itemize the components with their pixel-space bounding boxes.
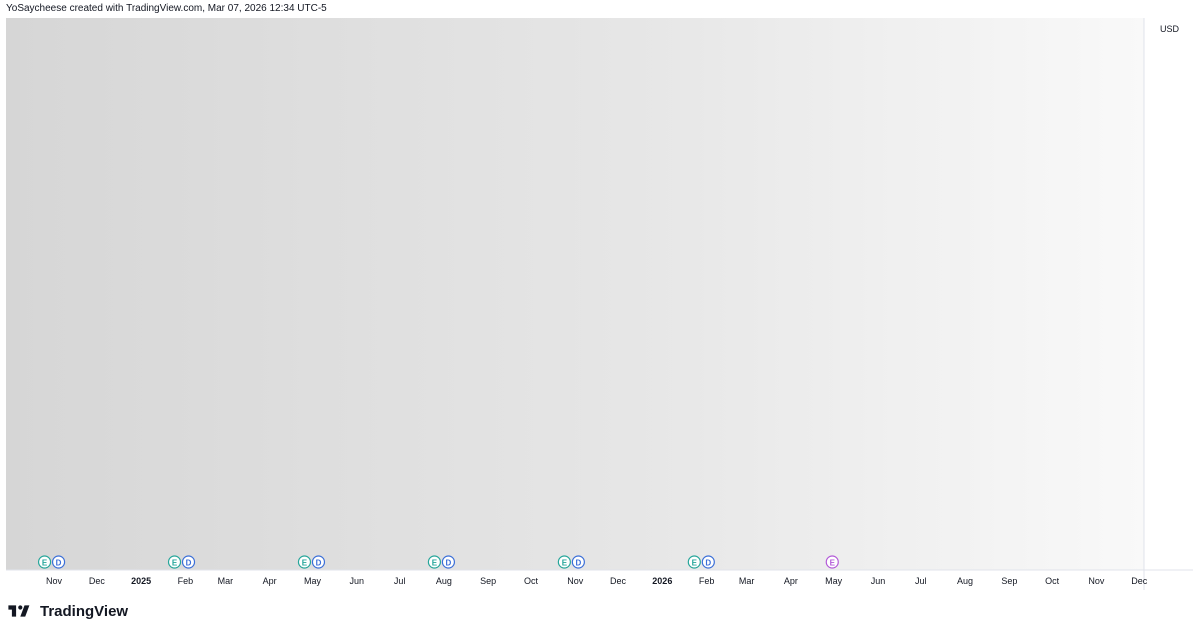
x-tick-label: May bbox=[825, 576, 843, 586]
marker-letter: E bbox=[172, 559, 178, 568]
x-tick-label: Dec bbox=[1131, 576, 1148, 586]
marker-letter: E bbox=[432, 559, 438, 568]
dividend-marker-icon[interactable] bbox=[701, 555, 715, 569]
marker-letter: D bbox=[316, 559, 322, 568]
x-tick-label: Mar bbox=[739, 576, 755, 586]
x-tick-label: Sep bbox=[480, 576, 496, 586]
plot-background bbox=[6, 18, 1144, 570]
tradingview-logo-icon bbox=[8, 605, 30, 617]
marker-letter: E bbox=[42, 559, 48, 568]
marker-letter: E bbox=[562, 559, 568, 568]
x-tick-label: Dec bbox=[610, 576, 627, 586]
x-tick-label: Jul bbox=[394, 576, 406, 586]
x-tick-label: Oct bbox=[1045, 576, 1060, 586]
x-tick-label: Mar bbox=[218, 576, 234, 586]
x-tick-label: Nov bbox=[567, 576, 584, 586]
earnings-marker-icon[interactable] bbox=[297, 555, 312, 569]
marker-letter: E bbox=[302, 559, 308, 568]
earnings-marker-icon[interactable] bbox=[37, 555, 52, 569]
x-tick-label: Jul bbox=[915, 576, 927, 586]
price-chart[interactable]: Whoops 2 (295.56)1.786 (285.49)1.7 (281.… bbox=[6, 18, 1193, 590]
marker-letter: D bbox=[446, 559, 452, 568]
earnings-marker-icon[interactable] bbox=[825, 555, 839, 569]
x-tick-label: Aug bbox=[436, 576, 452, 586]
earnings-marker-icon[interactable] bbox=[167, 555, 182, 569]
x-tick-label: 2026 bbox=[652, 576, 672, 586]
marker-letter: D bbox=[705, 559, 711, 568]
x-tick-label: Feb bbox=[699, 576, 715, 586]
x-tick-label: Apr bbox=[263, 576, 277, 586]
x-tick-label: Apr bbox=[784, 576, 798, 586]
marker-letter: E bbox=[692, 559, 698, 568]
x-tick-label: Oct bbox=[524, 576, 539, 586]
dividend-marker-icon[interactable] bbox=[311, 555, 326, 569]
chart-svg[interactable]: Whoops 2 (295.56)1.786 (285.49)1.7 (281.… bbox=[6, 18, 1193, 590]
dividend-marker-icon[interactable] bbox=[441, 555, 456, 569]
x-tick-label: Nov bbox=[46, 576, 63, 586]
x-tick-label: Jun bbox=[349, 576, 364, 586]
marker-letter: D bbox=[575, 559, 581, 568]
x-tick-label: Feb bbox=[178, 576, 194, 586]
chart-credit-header: YoSaycheese created with TradingView.com… bbox=[6, 3, 327, 14]
marker-letter: D bbox=[186, 559, 192, 568]
x-tick-label: Sep bbox=[1001, 576, 1017, 586]
earnings-marker-icon[interactable] bbox=[557, 555, 571, 569]
earnings-marker-icon[interactable] bbox=[687, 555, 701, 569]
earnings-marker-icon[interactable] bbox=[427, 555, 442, 569]
footer: TradingView bbox=[8, 600, 128, 622]
dividend-marker-icon[interactable] bbox=[181, 555, 196, 569]
dividend-marker-icon[interactable] bbox=[571, 555, 585, 569]
x-tick-label: 2025 bbox=[131, 576, 151, 586]
currency-label[interactable]: USD bbox=[1160, 24, 1180, 34]
tradingview-brand: TradingView bbox=[40, 602, 129, 620]
x-tick-label: Nov bbox=[1088, 576, 1105, 586]
marker-letter: E bbox=[830, 559, 836, 568]
x-tick-label: Dec bbox=[89, 576, 106, 586]
x-tick-label: May bbox=[304, 576, 322, 586]
marker-letter: D bbox=[56, 559, 62, 568]
dividend-marker-icon[interactable] bbox=[51, 555, 66, 569]
x-tick-label: Aug bbox=[957, 576, 973, 586]
x-tick-label: Jun bbox=[871, 576, 886, 586]
